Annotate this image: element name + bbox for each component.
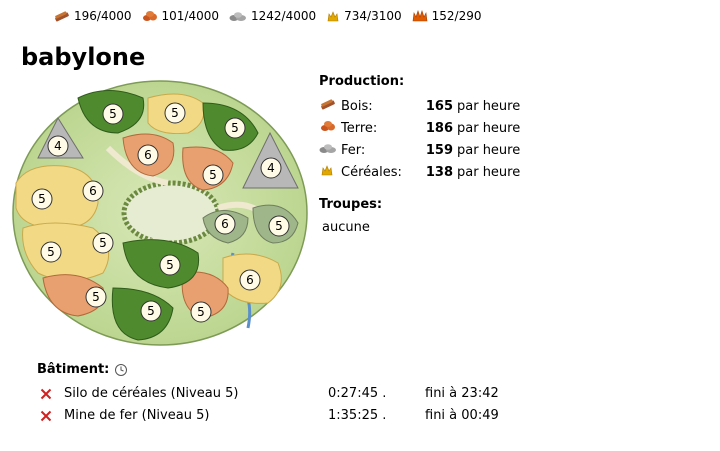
resource-crop: 734/3100: [326, 9, 402, 23]
production-value: 165: [425, 98, 453, 114]
field-level-badge[interactable]: 6: [82, 180, 104, 202]
production-label: Fer:: [341, 142, 366, 158]
building-queue-row: Mine de fer (Niveau 5) 1:35:25 . fini à …: [37, 405, 557, 427]
building-finish-time: fini à 00:49: [425, 408, 499, 423]
cancel-build-icon[interactable]: [40, 410, 52, 422]
building-duration: 0:27:45 .: [328, 386, 387, 401]
production-value: 138: [425, 164, 453, 180]
field-level-badge[interactable]: 5: [159, 254, 181, 276]
field-level: 5: [197, 305, 205, 319]
troops-value: aucune: [322, 220, 370, 235]
production-label: Terre:: [341, 120, 378, 136]
field-level-badge[interactable]: 5: [85, 286, 107, 308]
field-level: 5: [99, 236, 107, 250]
resource-crop-consumption-amount: 152/290: [431, 9, 482, 23]
field-level: 5: [209, 168, 217, 182]
field-level-badge[interactable]: 5: [224, 117, 246, 139]
building-queue-title: Bâtiment:: [37, 362, 110, 377]
crop-icon: [327, 11, 339, 22]
field-level-badge[interactable]: 5: [40, 241, 62, 263]
troops-panel: Troupes: aucune: [319, 197, 382, 235]
production-value: 159: [425, 142, 453, 158]
field-level: 5: [38, 192, 46, 206]
building-name: Silo de céréales (Niveau 5): [64, 386, 239, 401]
clock-icon: [115, 363, 128, 376]
field-level: 4: [54, 139, 62, 153]
field-level-badge[interactable]: 5: [190, 301, 212, 323]
building-queue: Bâtiment: Silo de céréales (Niveau 5) 0:…: [37, 362, 557, 427]
field-level: 6: [144, 148, 152, 162]
production-row-wood: Bois: 165 par heure: [319, 95, 520, 117]
field-level: 5: [171, 106, 179, 120]
village-name: babylone: [21, 43, 146, 71]
field-level-badge[interactable]: 4: [47, 135, 69, 157]
building-name: Mine de fer (Niveau 5): [64, 408, 210, 423]
building-duration: 1:35:25 .: [328, 408, 387, 423]
production-row-iron: Fer: 159 par heure: [319, 139, 520, 161]
iron-icon: [229, 12, 246, 21]
production-unit: par heure: [457, 120, 521, 136]
field-level: 5: [231, 121, 239, 135]
clay-icon: [321, 121, 335, 131]
production-unit: par heure: [457, 98, 521, 114]
iron-icon: [319, 144, 336, 153]
field-level-badge[interactable]: 5: [140, 300, 162, 322]
production-unit: par heure: [457, 164, 521, 180]
resource-iron: 1242/4000: [229, 9, 316, 23]
production-panel: Production: Bois: 165 par heure Terre: 1…: [319, 74, 520, 183]
resource-bar: 196/4000 101/4000 1242/4000 734/3100 152…: [54, 9, 491, 23]
cancel-build-icon[interactable]: [40, 388, 52, 400]
resource-clay: 101/4000: [142, 9, 220, 23]
field-level-badge[interactable]: 5: [92, 232, 114, 254]
field-level: 6: [246, 273, 254, 287]
field-level: 5: [92, 290, 100, 304]
production-row-crop: Céréales: 138 par heure: [319, 161, 520, 183]
crop-consumption-icon: [412, 10, 427, 22]
resource-clay-amount: 101/4000: [161, 9, 220, 23]
field-level-badge[interactable]: 4: [260, 157, 282, 179]
building-queue-header: Bâtiment:: [37, 362, 557, 377]
wood-icon: [321, 99, 335, 110]
resource-crop-amount: 734/3100: [344, 9, 402, 23]
field-level: 5: [275, 219, 283, 233]
resource-fields-map: 5 5 5 5 6 5 5 5 4 4 6 5 6 5 5 5 5 6: [12, 80, 308, 346]
field-level: 5: [47, 245, 55, 259]
field-level: 5: [109, 107, 117, 121]
production-table: Bois: 165 par heure Terre: 186 par heure…: [319, 95, 520, 183]
field-level-badge[interactable]: 5: [268, 215, 290, 237]
resource-wood-amount: 196/4000: [74, 9, 132, 23]
field-level: 5: [166, 258, 174, 272]
troops-title: Troupes:: [319, 197, 383, 212]
clay-icon: [142, 11, 157, 21]
field-level: 6: [89, 184, 97, 198]
field-level: 5: [147, 304, 155, 318]
field-level-badge[interactable]: 6: [239, 269, 261, 291]
production-label: Bois:: [341, 98, 373, 114]
wood-icon: [55, 11, 69, 22]
field-level-badge[interactable]: 6: [137, 144, 159, 166]
building-queue-row: Silo de céréales (Niveau 5) 0:27:45 . fi…: [37, 383, 557, 405]
resource-crop-consumption: 152/290: [412, 9, 482, 23]
production-unit: par heure: [457, 142, 521, 158]
field-level-badge[interactable]: 5: [164, 102, 186, 124]
production-label: Céréales:: [341, 164, 402, 180]
production-value: 186: [425, 120, 453, 136]
field-level-badge[interactable]: 5: [102, 103, 124, 125]
building-finish-time: fini à 23:42: [425, 386, 499, 401]
production-title: Production:: [319, 74, 405, 89]
field-level-badge[interactable]: 6: [214, 213, 236, 235]
production-row-clay: Terre: 186 par heure: [319, 117, 520, 139]
field-level: 6: [221, 217, 229, 231]
field-level-badge[interactable]: 5: [31, 188, 53, 210]
field-level: 4: [267, 161, 275, 175]
field-level-badge[interactable]: 5: [202, 164, 224, 186]
crop-icon: [321, 165, 333, 176]
resource-iron-amount: 1242/4000: [251, 9, 317, 23]
resource-wood: 196/4000: [54, 9, 132, 23]
